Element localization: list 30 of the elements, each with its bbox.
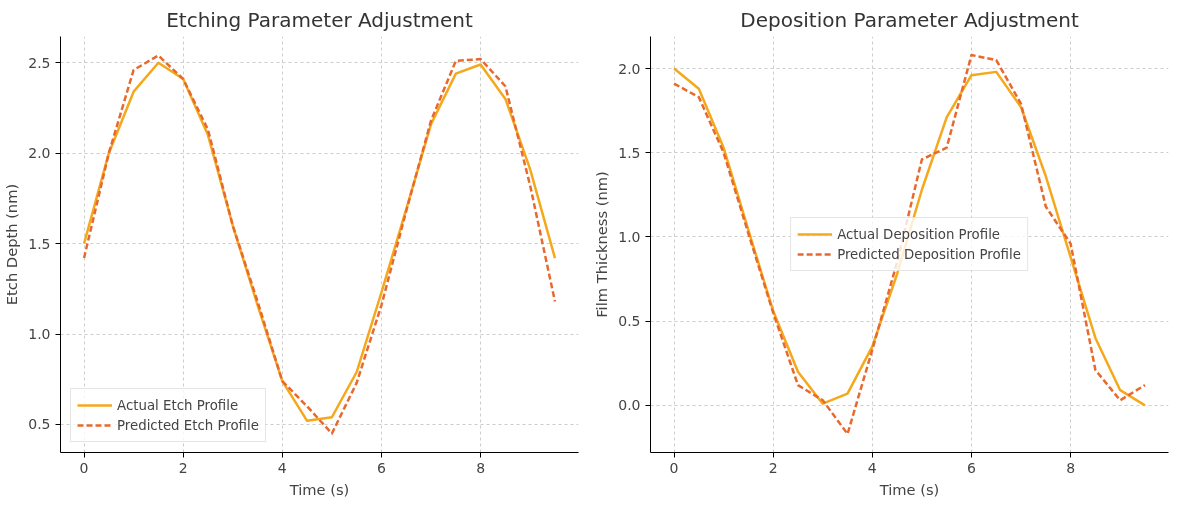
legend-label: Predicted Deposition Profile (837, 246, 1021, 262)
y-axis-title: Film Thickness (nm) (593, 171, 611, 318)
x-tick-label: 0 (79, 459, 89, 476)
chart-title: Deposition Parameter Adjustment (740, 7, 1079, 32)
y-axis-title: Etch Depth (nm) (3, 183, 21, 306)
x-tick-label: 0 (669, 459, 679, 476)
x-tick-label: 2 (768, 459, 778, 476)
y-tick-label: 2.0 (28, 145, 51, 162)
x-tick-label: 2 (178, 459, 188, 476)
y-tick-label: 1.0 (618, 228, 641, 245)
x-tick-label: 6 (967, 459, 977, 476)
y-tick-label: 0.5 (618, 313, 641, 330)
x-tick-label: 8 (476, 459, 486, 476)
legend-label: Actual Etch Profile (117, 397, 239, 413)
x-tick-label: 8 (1066, 459, 1076, 476)
y-tick-label: 0.5 (28, 416, 51, 433)
x-axis-title: Time (s) (288, 480, 350, 498)
x-tick-label: 4 (867, 459, 877, 476)
x-axis-title: Time (s) (878, 480, 940, 498)
legend-label: Predicted Etch Profile (117, 417, 259, 433)
legend-label: Actual Deposition Profile (837, 226, 1001, 242)
x-tick-label: 6 (377, 459, 387, 476)
y-tick-label: 2.5 (28, 54, 51, 71)
y-tick-label: 2.0 (618, 60, 641, 77)
y-tick-label: 1.0 (28, 326, 51, 343)
y-tick-label: 0.0 (618, 397, 641, 414)
x-tick-label: 4 (277, 459, 287, 476)
chart-title: Etching Parameter Adjustment (166, 7, 473, 32)
y-tick-label: 1.5 (618, 144, 641, 161)
y-tick-label: 1.5 (28, 235, 51, 252)
